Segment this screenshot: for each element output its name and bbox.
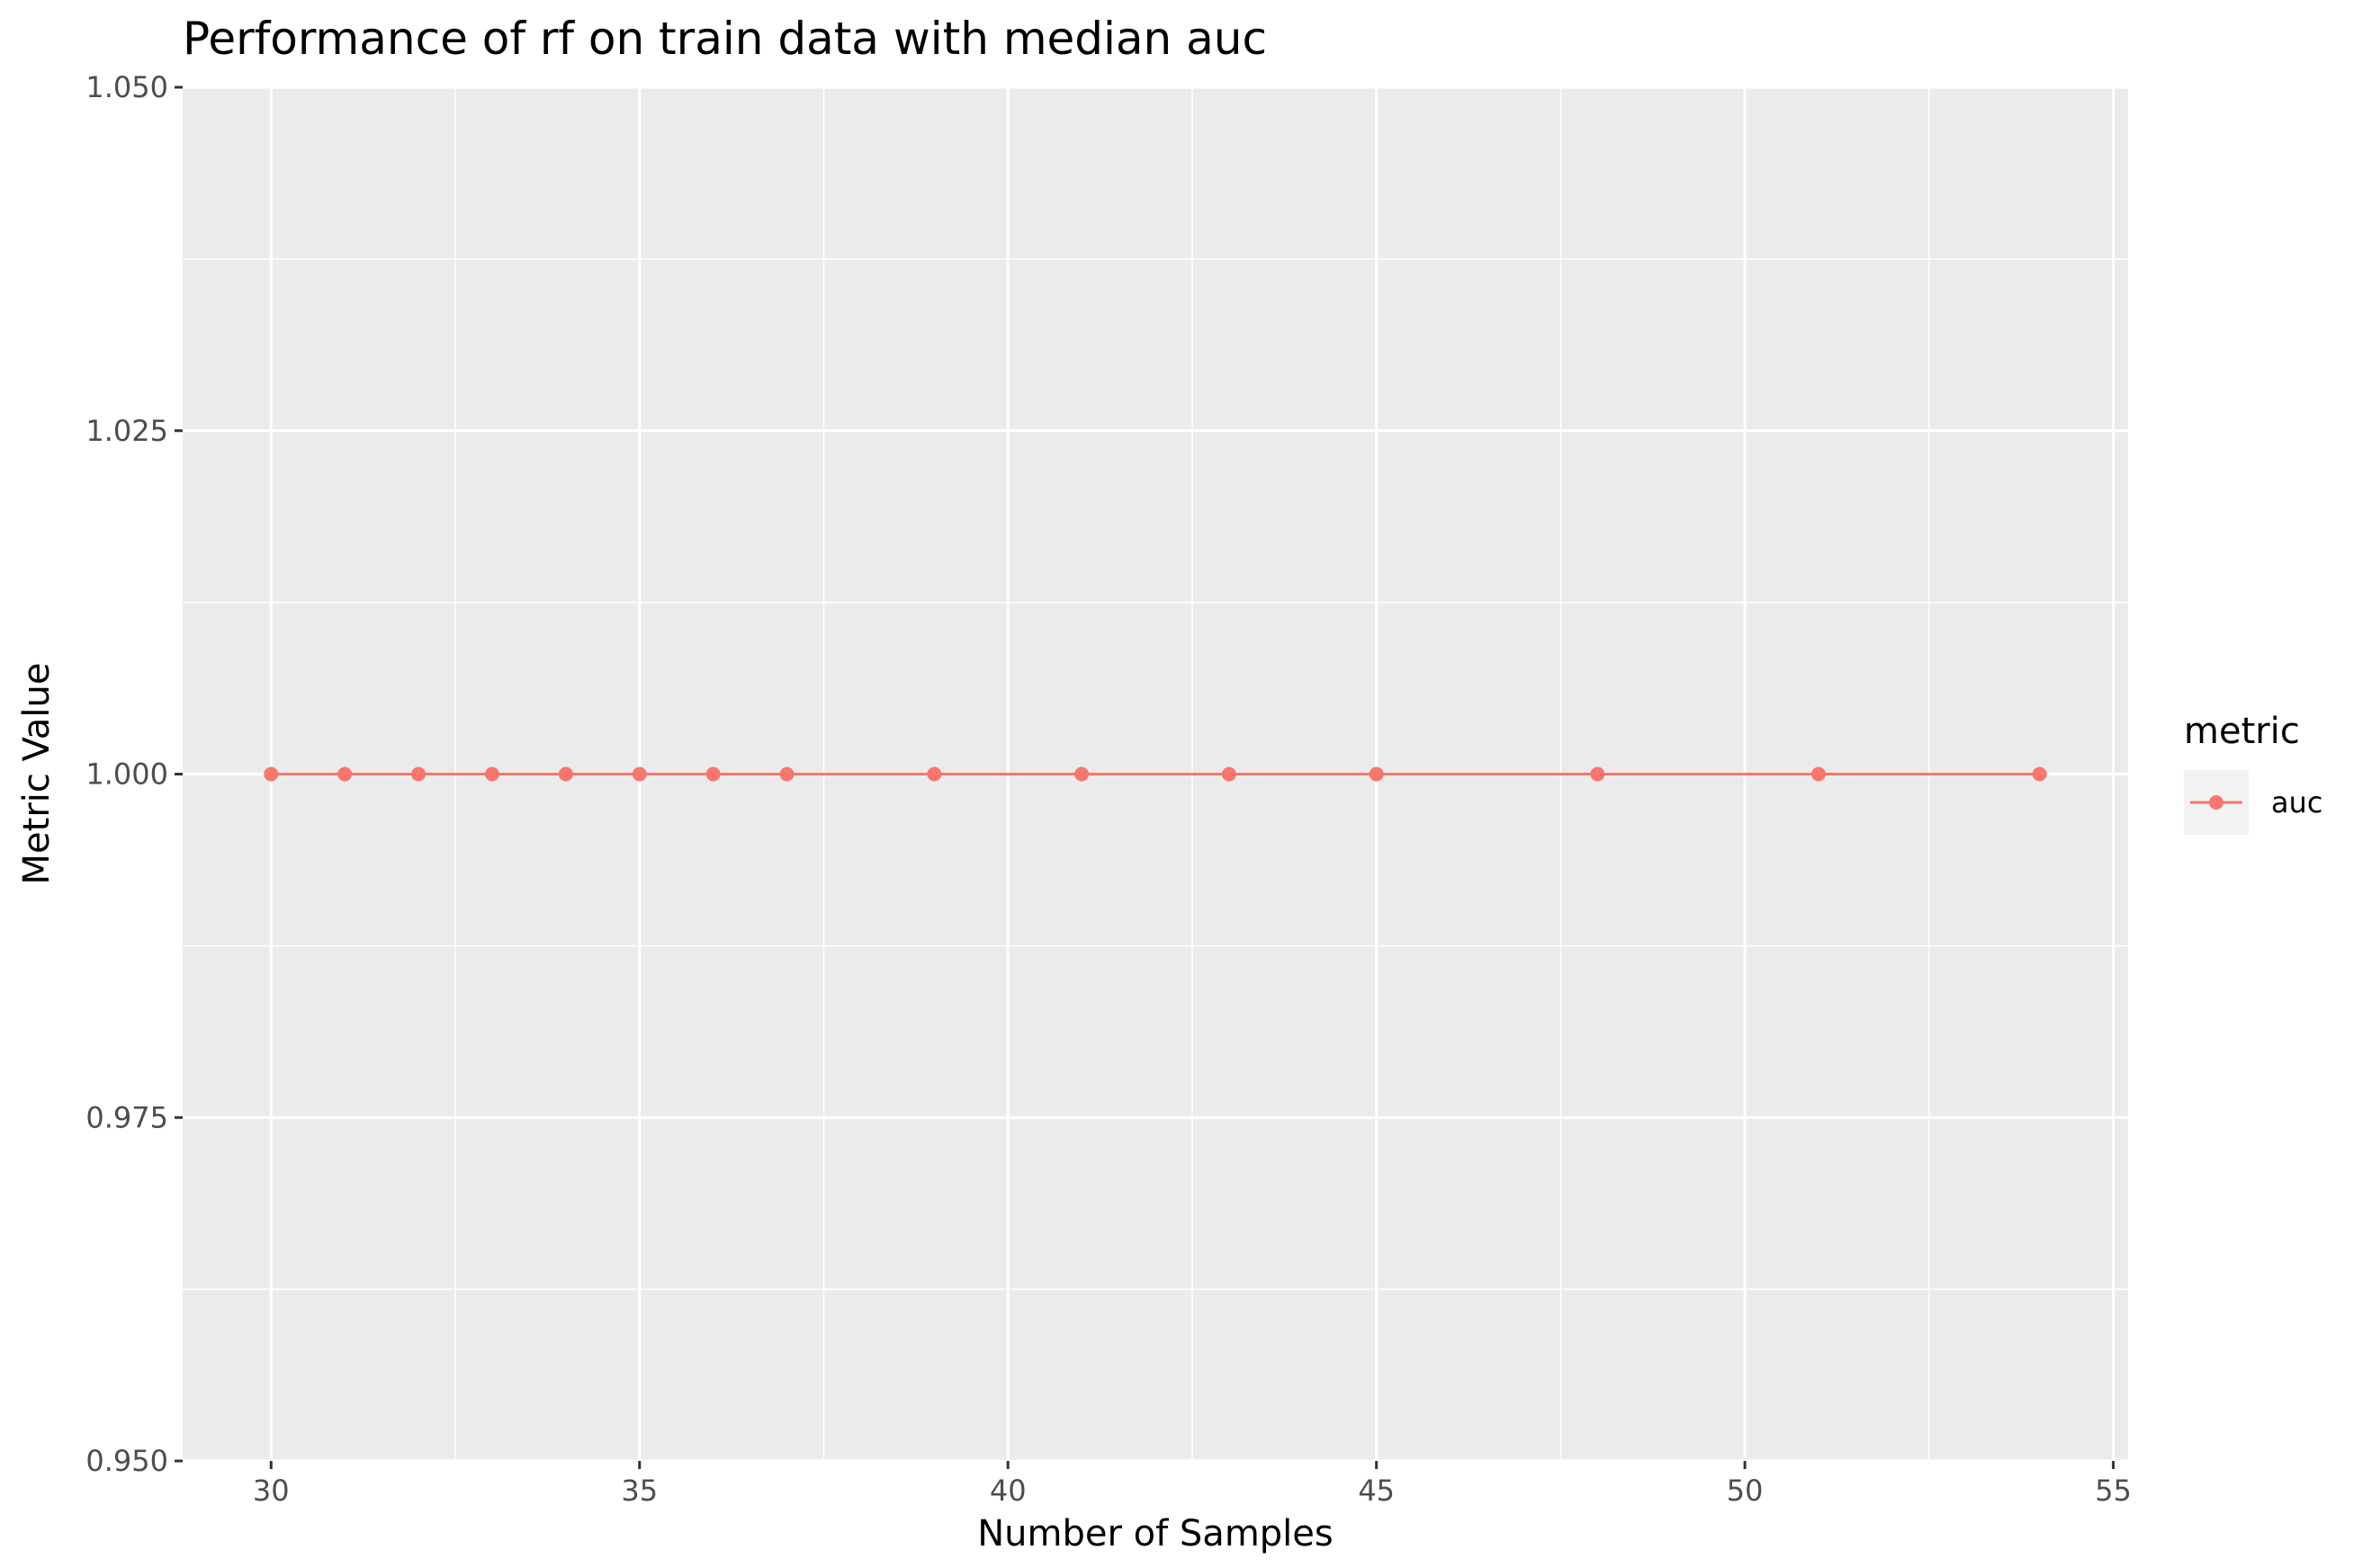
y-tick-label: 1.025 <box>85 414 168 448</box>
legend-title: metric <box>2184 711 2300 752</box>
x-tick-label: 55 <box>2095 1474 2132 1508</box>
x-tick-label: 35 <box>621 1474 658 1508</box>
data-point-auc <box>484 766 499 782</box>
data-point-auc <box>264 766 279 782</box>
x-tick-label: 30 <box>253 1474 290 1508</box>
data-point-auc <box>2032 766 2047 782</box>
y-axis-title: Metric Value <box>16 663 58 885</box>
data-point-auc <box>558 766 573 782</box>
data-point-auc <box>632 766 647 782</box>
data-point-auc <box>927 766 942 782</box>
x-tick-label: 45 <box>1358 1474 1395 1508</box>
y-tick-label: 0.950 <box>85 1444 168 1478</box>
y-tick-label: 1.050 <box>85 70 168 104</box>
y-axis: 0.950 0.975 1.000 1.025 1.050 <box>85 70 183 1478</box>
series-layer <box>264 766 2047 782</box>
data-point-auc <box>1590 766 1605 782</box>
x-axis: 30 35 40 45 50 55 <box>253 1461 2132 1508</box>
data-point-auc <box>411 766 427 782</box>
x-tick-label: 40 <box>990 1474 1027 1508</box>
y-tick-label: 0.975 <box>85 1100 168 1134</box>
data-point-auc <box>1074 766 1090 782</box>
data-point-auc <box>1811 766 1827 782</box>
data-point-auc <box>1369 766 1384 782</box>
data-point-auc <box>337 766 353 782</box>
data-point-auc <box>779 766 795 782</box>
legend-label-auc: auc <box>2271 785 2322 820</box>
legend-key-point <box>2209 795 2223 810</box>
legend: metric auc <box>2184 711 2322 835</box>
data-point-auc <box>705 766 721 782</box>
y-tick-label: 1.000 <box>85 757 168 792</box>
x-axis-title: Number of Samples <box>977 1513 1334 1555</box>
data-point-auc <box>1221 766 1236 782</box>
chart-title: Performance of rf on train data with med… <box>183 13 1267 65</box>
x-tick-label: 50 <box>1727 1474 1764 1508</box>
